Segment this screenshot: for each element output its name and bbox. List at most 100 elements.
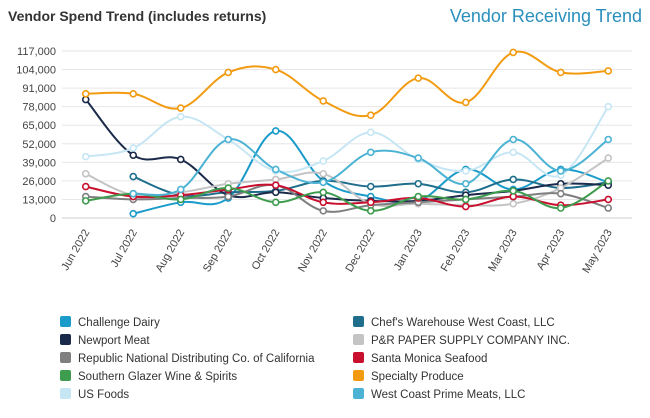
data-point — [176, 195, 185, 204]
legend-item[interactable]: Challenge Dairy — [60, 316, 160, 329]
series-lines — [85, 50, 610, 215]
legend-swatch — [60, 334, 71, 345]
x-tick-label: Sep 2022 — [201, 228, 235, 275]
series-line-6 — [85, 183, 609, 208]
x-tick-label: Jan 2023 — [392, 228, 425, 273]
y-tick-label: 65,000 — [22, 120, 56, 132]
legend-swatch — [60, 388, 71, 399]
legend-item[interactable]: Chef's Warehouse West Coast, LLC — [353, 316, 555, 329]
series-line-1 — [133, 129, 609, 215]
data-point — [604, 177, 613, 185]
legend-item[interactable]: Republic National Distributing Co. of Ca… — [60, 352, 315, 365]
legend-swatch — [353, 370, 364, 381]
y-tick-label: 91,000 — [22, 83, 56, 95]
data-point — [319, 169, 328, 178]
legend-label: US Foods — [78, 389, 130, 401]
data-point — [81, 152, 90, 161]
data-point — [461, 195, 470, 204]
y-tick-label: 117,000 — [17, 46, 56, 58]
data-point — [556, 204, 565, 212]
line-chart: 0 13,000 26,000 39,000 52,000 65,000 78,000 91,… — [16, 46, 632, 276]
data-point — [129, 151, 138, 159]
legend-label: Chef's Warehouse West Coast, LLC — [371, 317, 555, 329]
y-tick-label: 13,000 — [22, 194, 56, 206]
legend-label: Newport Meat — [78, 335, 150, 347]
data-point — [509, 148, 518, 157]
data-point — [176, 185, 185, 194]
legend-item[interactable]: West Coast Prime Meats, LLC — [353, 388, 525, 401]
data-point — [224, 68, 233, 77]
legend-label: P&R PAPER SUPPLY COMPANY INC. — [371, 335, 570, 347]
data-point — [509, 187, 518, 195]
y-axis-ticks: 0 13,000 26,000 39,000 52,000 65,000 78,000 91,… — [16, 46, 56, 225]
data-point — [319, 207, 328, 215]
series-line-7 — [85, 180, 609, 212]
data-point — [556, 167, 565, 175]
data-point — [414, 192, 423, 201]
data-point — [224, 192, 233, 201]
data-point — [604, 67, 613, 75]
legend-label: West Coast Prime Meats, LLC — [371, 389, 526, 401]
x-tick-label: Dec 2022 — [343, 228, 377, 275]
data-point — [271, 198, 280, 207]
chart-title: Vendor Spend Trend (includes returns) — [8, 8, 267, 24]
data-point — [604, 204, 613, 212]
legend-item[interactable]: P&R PAPER SUPPLY COMPANY INC. — [353, 334, 570, 347]
legend-label: Republic National Distributing Co. of Ca… — [78, 353, 315, 365]
data-point — [604, 195, 613, 204]
series-line-9 — [85, 106, 610, 178]
data-point — [509, 199, 518, 208]
data-point — [129, 90, 138, 98]
data-point — [271, 127, 280, 135]
data-point — [176, 155, 185, 164]
legend-item[interactable]: Newport Meat — [60, 334, 150, 347]
data-point — [319, 198, 328, 207]
legend-item[interactable]: Specialty Produce — [353, 370, 464, 383]
data-point — [509, 135, 518, 144]
y-tick-label: 0 — [50, 213, 56, 225]
data-point — [366, 128, 375, 137]
data-point — [509, 175, 518, 184]
legend-item[interactable]: US Foods — [60, 388, 129, 401]
data-point — [271, 181, 280, 189]
data-point — [461, 167, 470, 175]
data-point — [414, 179, 423, 188]
data-point — [414, 74, 423, 82]
data-point — [129, 172, 138, 181]
data-point — [176, 104, 185, 112]
data-point — [176, 112, 185, 121]
legend-label: Challenge Dairy — [78, 317, 160, 329]
y-tick-label: 52,000 — [22, 139, 56, 151]
data-point — [366, 207, 375, 215]
data-point — [366, 198, 375, 207]
x-tick-label: Aug 2022 — [153, 228, 187, 275]
x-tick-label: Mar 2023 — [486, 228, 520, 274]
legend-label: Southern Glazer Wine & Spirits — [78, 371, 238, 383]
legend-swatch — [60, 316, 71, 327]
y-tick-label: 26,000 — [22, 176, 56, 188]
data-point — [271, 165, 280, 174]
legend-label: Santa Monica Seafood — [371, 353, 488, 365]
x-tick-label: Jun 2022 — [59, 228, 92, 273]
x-tick-label: May 2023 — [580, 228, 615, 276]
data-point — [319, 178, 328, 187]
data-point — [556, 189, 565, 198]
legend-swatch — [353, 352, 364, 363]
data-point — [224, 184, 233, 192]
data-point — [81, 169, 90, 178]
data-point — [81, 197, 90, 205]
series-points — [81, 48, 613, 218]
data-point — [81, 182, 90, 191]
legend-item[interactable]: Santa Monica Seafood — [353, 352, 487, 365]
data-point — [366, 111, 375, 120]
data-point — [366, 148, 375, 157]
legend-item[interactable]: Southern Glazer Wine & Spirits — [60, 370, 237, 383]
y-tick-label: 104,000 — [16, 65, 56, 77]
x-tick-label: Jul 2022 — [109, 228, 140, 270]
data-point — [509, 48, 518, 57]
data-point — [461, 179, 470, 188]
legend-swatch — [353, 388, 364, 399]
data-point — [461, 202, 470, 211]
data-point — [271, 65, 280, 74]
data-point — [319, 97, 328, 105]
